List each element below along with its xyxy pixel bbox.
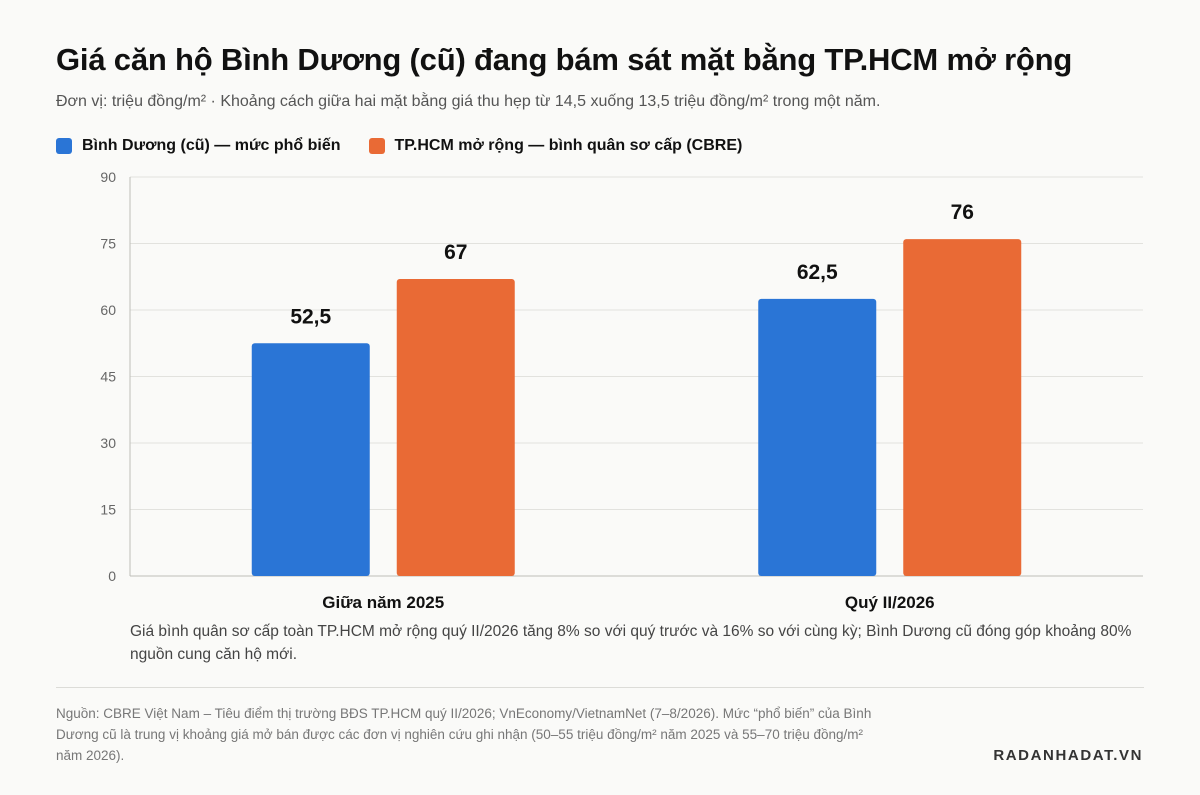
bar — [251, 343, 370, 576]
x-category-label: Giữa năm 2025 — [322, 593, 444, 612]
legend-label-tphcm: TP.HCM mở rộng — bình quân sơ cấp (CBRE) — [394, 137, 743, 154]
y-tick-label: 15 — [100, 502, 116, 518]
legend-label-binh-duong: Bình Dương (cũ) — mức phổ biến — [82, 137, 341, 154]
bar — [758, 298, 877, 576]
bar — [396, 278, 515, 576]
legend: Bình Dương (cũ) — mức phổ biến TP.HCM mở… — [56, 137, 742, 155]
divider — [56, 687, 1144, 688]
bar-value-label: 67 — [444, 241, 467, 264]
y-tick-label: 30 — [100, 435, 116, 451]
x-category-label: Quý II/2026 — [845, 593, 935, 612]
source-text: Nguồn: CBRE Việt Nam – Tiêu điểm thị trư… — [56, 706, 872, 763]
legend-swatch-tphcm — [368, 138, 385, 154]
bar-value-label: 52,5 — [290, 305, 331, 328]
y-tick-label: 90 — [100, 169, 116, 185]
bar-chart: 0 15 30 45 60 75 90 52,5 67 Giữa năm 2025 62,5 76 Qu… — [100, 169, 1143, 612]
bar — [903, 239, 1022, 577]
legend-item-binh-duong: Bình Dương (cũ) — mức phổ biến — [56, 137, 341, 155]
chart-note: Giá bình quân sơ cấp toàn TP.HCM mở rộng… — [130, 623, 1132, 663]
y-tick-label: 0 — [108, 568, 116, 584]
y-tick-label: 45 — [100, 369, 116, 385]
legend-item-tphcm: TP.HCM mở rộng — bình quân sơ cấp (CBRE) — [368, 137, 743, 155]
legend-swatch-binh-duong — [56, 138, 72, 154]
brand-logo-text: RADANHADAT.VN — [993, 747, 1143, 764]
bar-value-label: 62,5 — [797, 261, 838, 284]
chart-subtitle: Đơn vị: triệu đồng/m² · Khoảng cách giữa… — [56, 93, 881, 110]
chart-title: Giá căn hộ Bình Dương (cũ) đang bám sát … — [56, 42, 1073, 77]
y-tick-label: 75 — [100, 236, 116, 252]
bar-value-label: 76 — [951, 201, 974, 224]
y-tick-label: 60 — [100, 302, 116, 318]
